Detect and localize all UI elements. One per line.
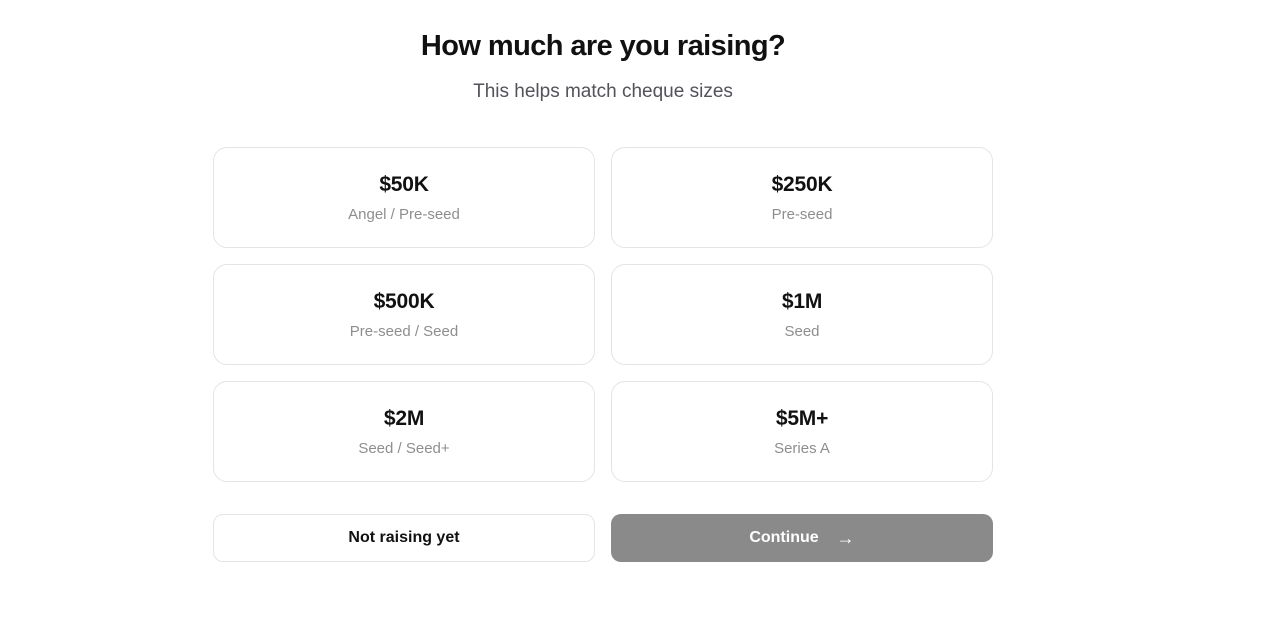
option-stage: Seed (784, 322, 820, 340)
arrow-right-icon: → (836, 528, 855, 548)
option-card-500k[interactable]: $500K Pre-seed / Seed (213, 264, 595, 365)
footer-actions: Not raising yet Continue → (213, 514, 993, 562)
option-stage: Seed / Seed+ (358, 439, 450, 457)
option-stage: Pre-seed (771, 205, 833, 223)
continue-button[interactable]: Continue → (611, 514, 993, 562)
amount-options-grid: $50K Angel / Pre-seed $250K Pre-seed $50… (213, 147, 993, 482)
option-amount: $250K (771, 172, 833, 196)
page-title: How much are you raising? (420, 30, 786, 62)
raise-amount-form: How much are you raising? This helps mat… (213, 0, 993, 562)
option-card-50k[interactable]: $50K Angel / Pre-seed (213, 147, 595, 248)
option-card-2m[interactable]: $2M Seed / Seed+ (213, 381, 595, 482)
option-stage: Pre-seed / Seed (349, 322, 459, 340)
not-raising-label: Not raising yet (348, 529, 460, 546)
option-card-250k[interactable]: $250K Pre-seed (611, 147, 993, 248)
option-stage: Angel / Pre-seed (348, 205, 460, 223)
option-amount: $1M (781, 289, 823, 313)
page-subtitle: This helps match cheque sizes (473, 81, 733, 102)
option-amount: $2M (383, 406, 425, 430)
option-stage: Series A (774, 439, 830, 457)
continue-label: Continue (749, 529, 819, 546)
option-card-1m[interactable]: $1M Seed (611, 264, 993, 365)
option-card-5m-plus[interactable]: $5M+ Series A (611, 381, 993, 482)
not-raising-button[interactable]: Not raising yet (213, 514, 595, 562)
option-amount: $50K (379, 172, 429, 196)
option-amount: $5M+ (775, 406, 829, 430)
option-amount: $500K (373, 289, 435, 313)
